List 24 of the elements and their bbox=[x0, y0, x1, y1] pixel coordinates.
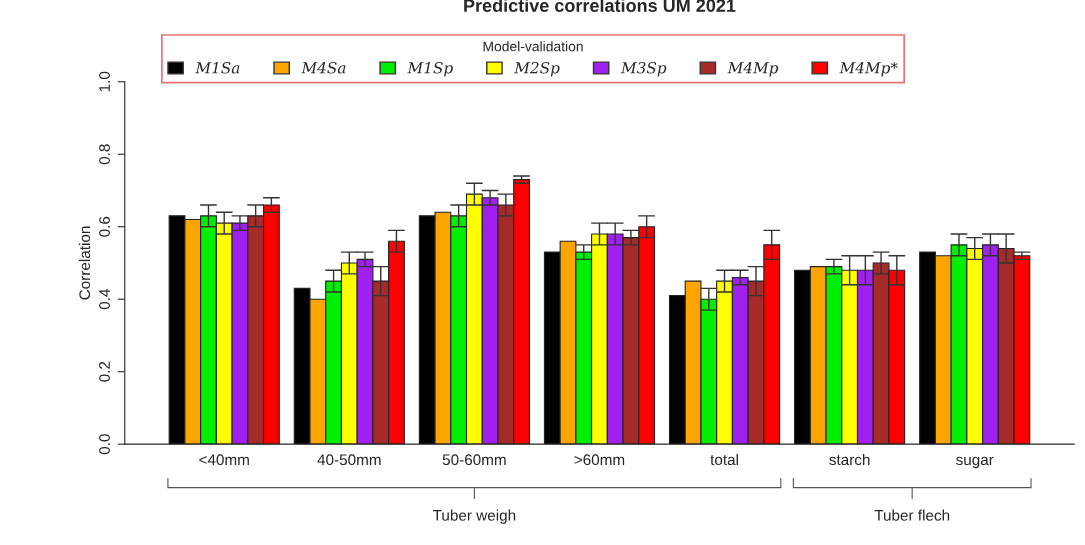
legend-title: Model-validation bbox=[483, 41, 583, 52]
legend-label: M1Sa bbox=[195, 61, 240, 74]
legend-label: M1Sp bbox=[407, 61, 453, 77]
y-axis-title: Correlation bbox=[78, 226, 91, 300]
y-tick-label: 0.8 bbox=[99, 144, 110, 165]
text: Tuber flech bbox=[874, 509, 950, 521]
text: Tuber weigh bbox=[432, 509, 516, 524]
legend-label: M2Sp bbox=[514, 61, 560, 77]
y-tick-label: 0.6 bbox=[99, 216, 110, 237]
x-tick-label: 50-60mm bbox=[442, 454, 506, 466]
x-tick-label: total bbox=[710, 453, 738, 466]
legend-label: M4Sa bbox=[301, 61, 346, 74]
x-tick-label: starch bbox=[829, 453, 870, 466]
y-tick-label: 0.0 bbox=[99, 434, 110, 455]
x-tick-label: >60mm bbox=[574, 454, 625, 466]
legend-label: M4Mp bbox=[727, 61, 779, 77]
x-tick-label: 40-50mm bbox=[317, 454, 381, 466]
y-tick-label: 0.4 bbox=[99, 289, 110, 310]
x-tick-label: sugar bbox=[956, 456, 994, 469]
x-tick-label: <40mm bbox=[199, 454, 249, 466]
legend-label: M3Sp bbox=[620, 61, 667, 77]
y-tick-label: 1.0 bbox=[99, 71, 110, 92]
legend-label: M4Mp* bbox=[839, 61, 898, 77]
y-tick-label: 0.2 bbox=[99, 361, 110, 382]
